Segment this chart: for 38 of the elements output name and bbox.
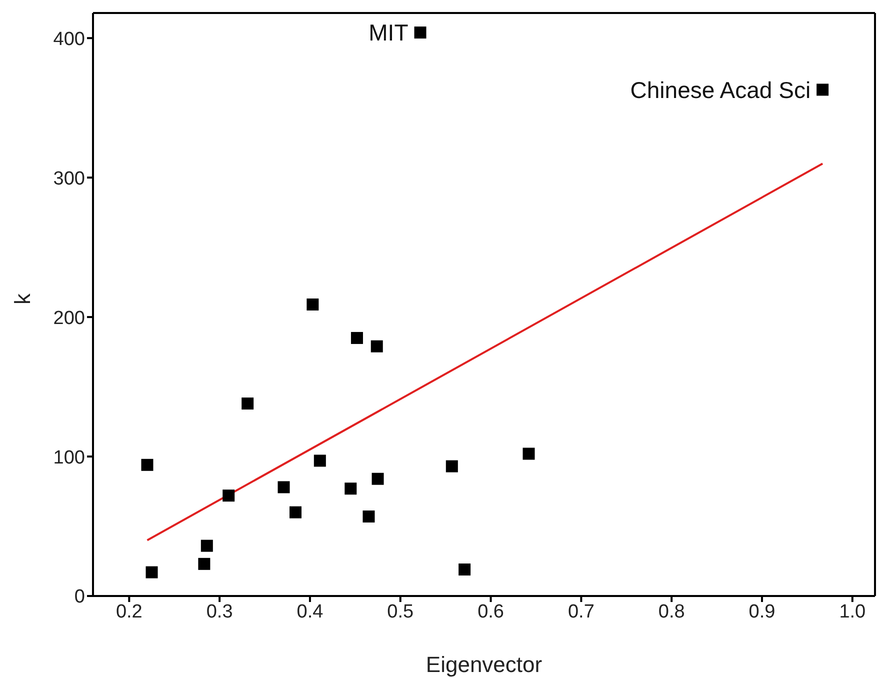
annotation: MIT	[368, 20, 408, 46]
point	[200, 540, 213, 552]
annotation: Chinese Acad Sci	[630, 76, 811, 103]
point	[344, 482, 357, 495]
point	[522, 448, 535, 460]
point	[242, 398, 254, 410]
x-axis-title: Eigenvector	[426, 652, 542, 677]
point	[458, 564, 471, 576]
point	[198, 558, 210, 570]
y-tick-label: 0	[74, 586, 85, 608]
x-tick-label: 0.5	[387, 601, 414, 622]
x-tick-label: 1.0	[839, 601, 866, 622]
y-tick-label: 100	[53, 447, 85, 468]
point	[222, 490, 235, 502]
point	[372, 472, 384, 485]
point	[306, 298, 319, 310]
x-tick-label: 0.8	[658, 601, 685, 622]
point	[414, 26, 426, 39]
point	[816, 84, 829, 96]
y-tick-label: 300	[53, 168, 85, 190]
point	[290, 506, 302, 518]
point	[370, 340, 383, 352]
point	[362, 510, 375, 522]
y-tick-label: 400	[53, 28, 85, 50]
x-tick-label: 0.3	[206, 601, 233, 622]
x-tick-label: 0.9	[748, 601, 776, 622]
point	[146, 566, 158, 578]
y-axis-title: k	[10, 292, 35, 304]
point	[141, 458, 154, 471]
x-tick-label: 0.2	[116, 601, 142, 622]
point	[350, 332, 363, 344]
x-tick-label: 0.4	[296, 601, 324, 622]
x-tick-label: 0.7	[568, 601, 594, 622]
point	[278, 481, 290, 494]
y-tick-label: 200	[53, 308, 85, 329]
point	[314, 454, 326, 467]
point	[446, 460, 458, 472]
x-tick-label: 0.6	[478, 601, 504, 622]
